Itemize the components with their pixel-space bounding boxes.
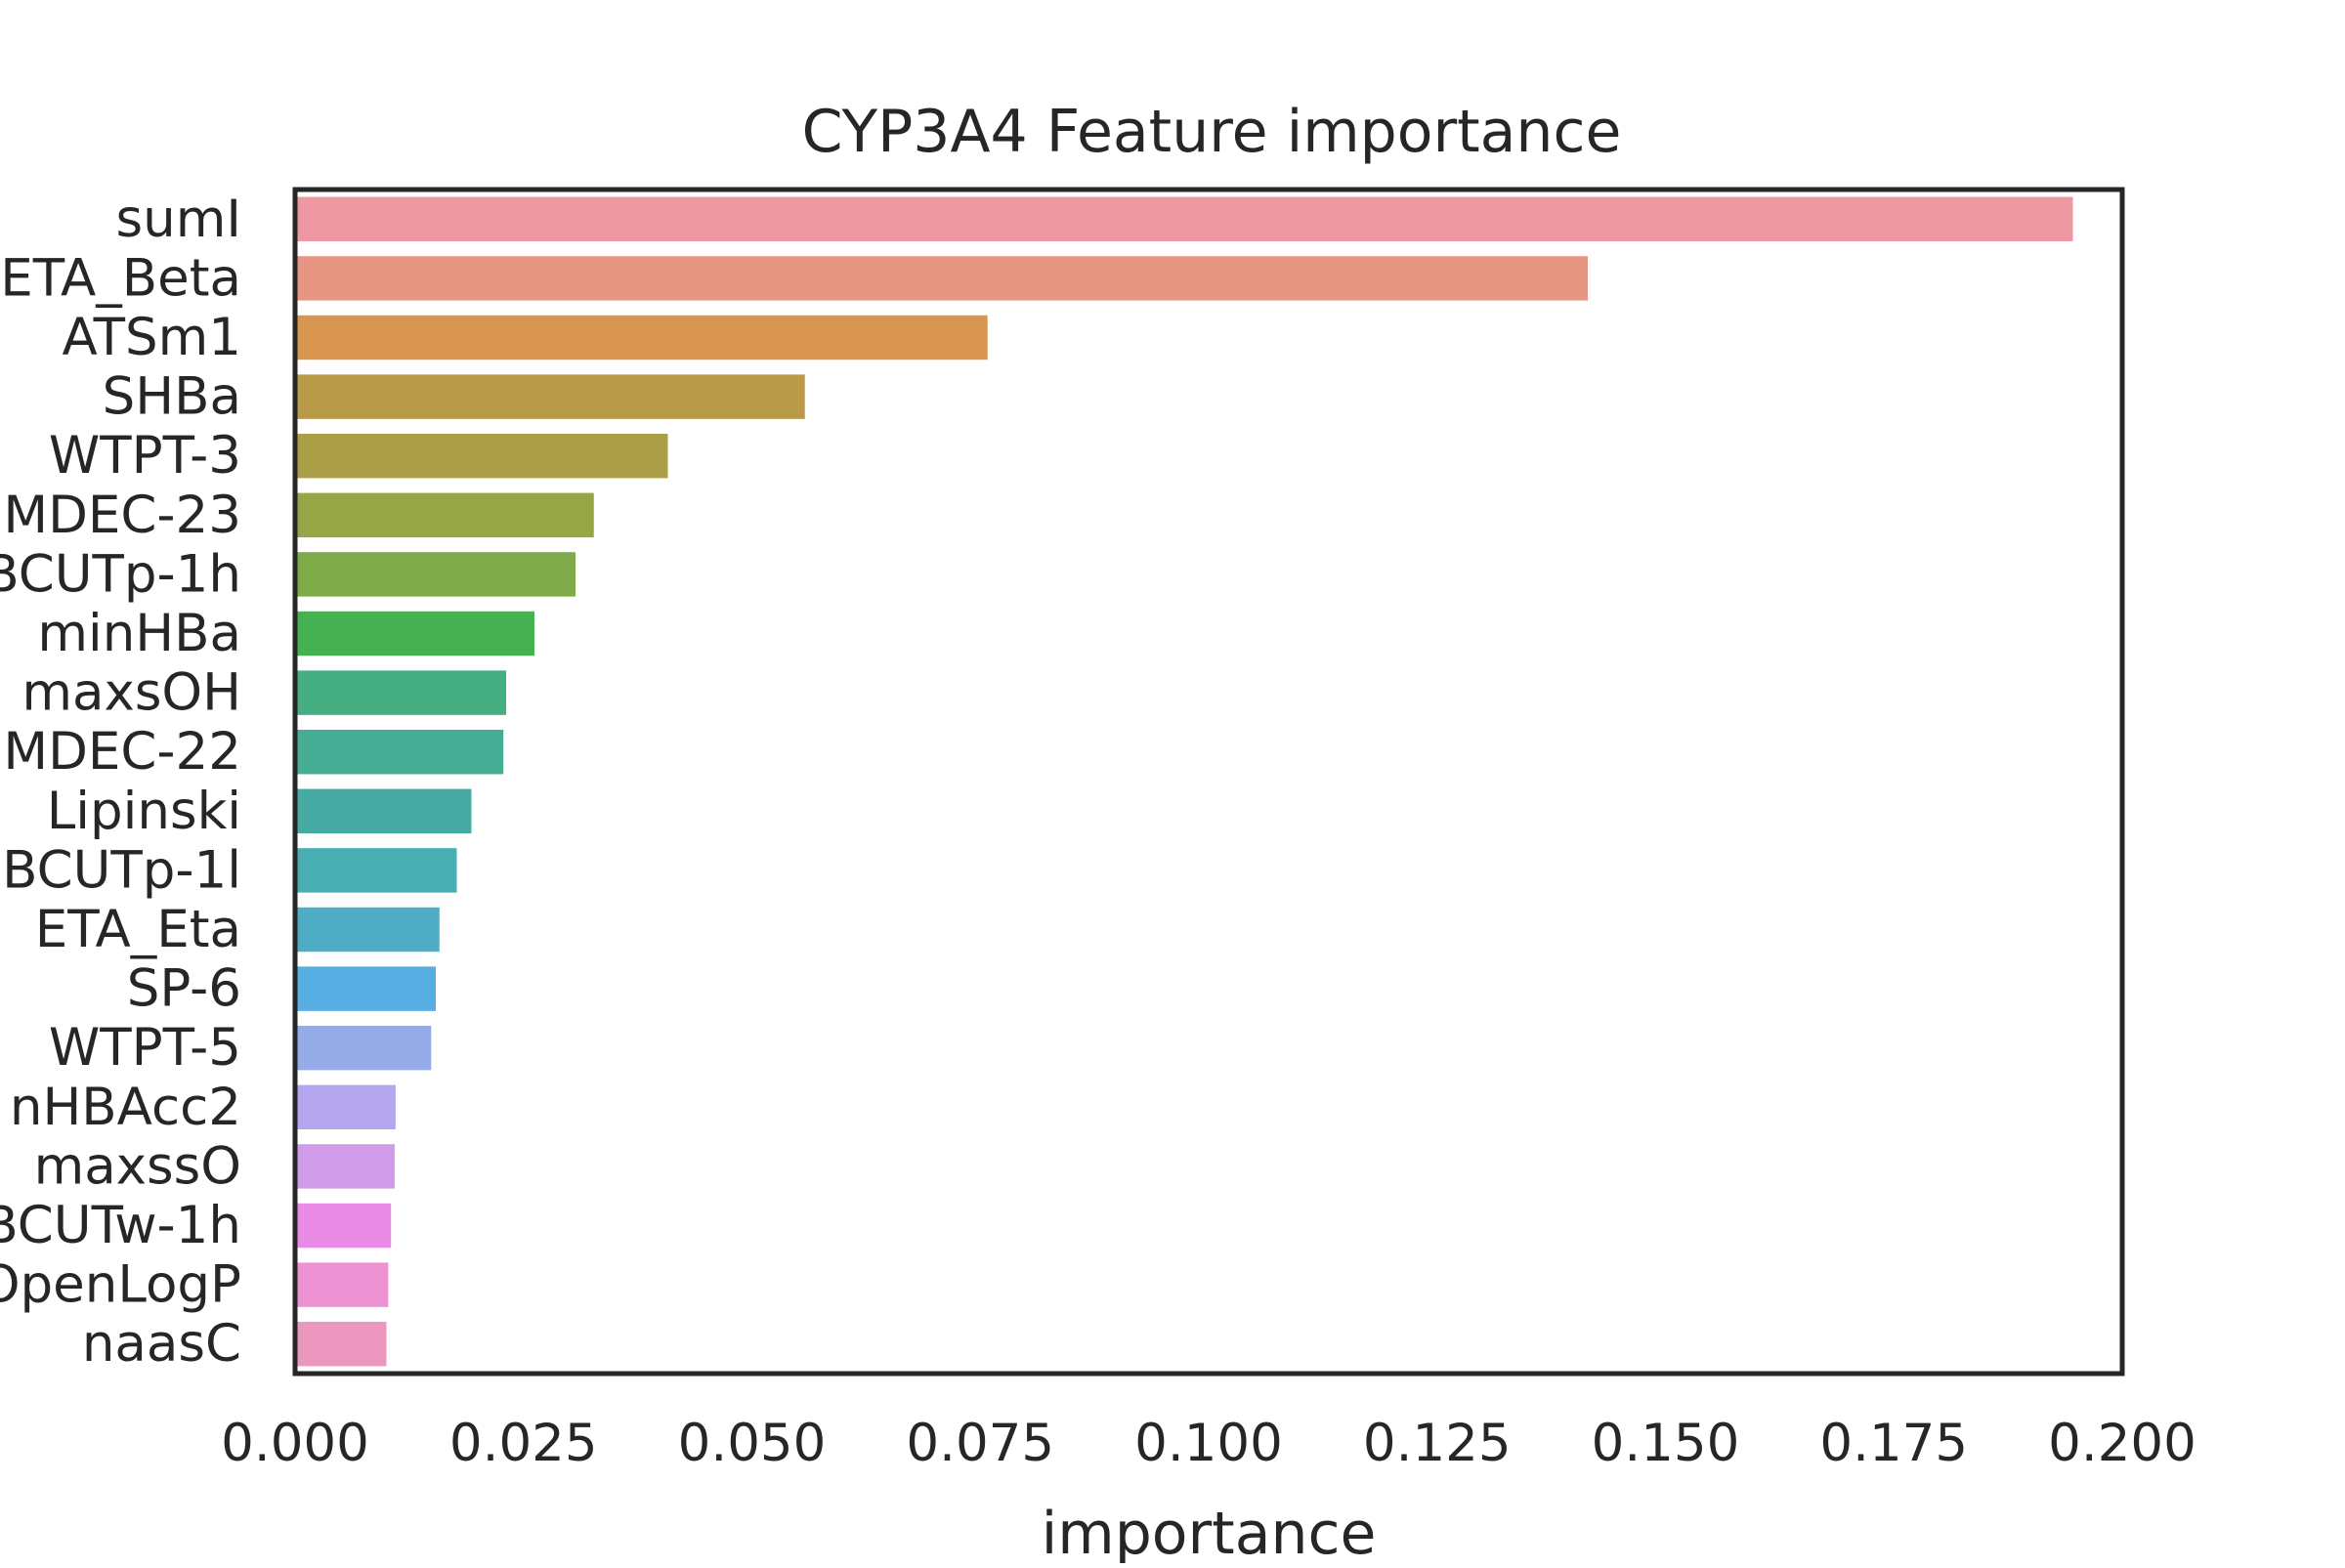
y-tick-label: ETA_Beta <box>0 248 241 308</box>
y-tick-label: SP-6 <box>127 959 241 1019</box>
y-tick-label: WTPT-3 <box>49 426 241 486</box>
y-tick-label: maxsOH <box>21 663 241 723</box>
x-tick-label: 0.175 <box>1819 1414 1968 1473</box>
x-tick-label: 0.200 <box>2048 1414 2196 1473</box>
y-tick-label: MDEC-22 <box>3 722 241 782</box>
bar-sp-6 <box>295 966 436 1011</box>
bar-maxsoh <box>295 670 506 715</box>
bar-lipinski <box>295 788 472 834</box>
bar-bcutp-1h <box>295 552 576 597</box>
bar-minhba <box>295 611 534 657</box>
bar-bcutp-1l <box>295 848 457 893</box>
bar-shba <box>295 374 805 419</box>
y-tick-label: MDEC-23 <box>3 486 241 545</box>
y-tick-label: WTPT-5 <box>49 1018 241 1078</box>
y-tick-label: ATSm1 <box>62 308 241 367</box>
chart-title: CYP3A4 Feature importance <box>802 98 1622 166</box>
y-tick-label: ETA_Eta <box>35 900 241 959</box>
x-tick-label: 0.125 <box>1363 1414 1512 1473</box>
bar-maxsso <box>295 1144 395 1189</box>
y-tick-labels: sumIETA_BetaATSm1SHBaWTPT-3MDEC-23BCUTp-… <box>0 190 241 1374</box>
y-tick-label: sumI <box>116 190 241 249</box>
y-tick-label: BCUTp-1l <box>2 840 241 900</box>
x-tick-label: 0.100 <box>1134 1414 1283 1473</box>
y-tick-label: Lipinski <box>47 782 241 841</box>
x-tick-label: 0.150 <box>1592 1414 1740 1473</box>
bar-wtpt-5 <box>295 1025 432 1071</box>
x-axis-label: importance <box>1042 1500 1377 1563</box>
x-tick-labels: 0.000 0.025 0.050 0.075 0.100 0.125 0.150 0.175… <box>221 1414 2196 1473</box>
bar-mdec-23 <box>295 492 594 538</box>
x-tick-label: 0.050 <box>678 1414 827 1473</box>
y-tick-label: nHBAcc2 <box>10 1078 241 1137</box>
bars-layer <box>295 196 2073 1367</box>
bar-bcutw-1h <box>295 1203 392 1249</box>
bar-atsm1 <box>295 315 988 360</box>
x-tick-label: 0.075 <box>906 1414 1054 1473</box>
y-tick-label: maxssO <box>34 1136 241 1196</box>
bar-eta-beta <box>295 256 1589 301</box>
y-tick-label: minHBa <box>37 604 241 663</box>
y-tick-label: naasC <box>82 1314 241 1374</box>
bar-sumi <box>295 196 2073 242</box>
x-tick-label: 0.000 <box>221 1414 369 1473</box>
bar-nhbacc2 <box>295 1084 396 1130</box>
bar-mdec-22 <box>295 729 504 775</box>
bar-naasc <box>295 1321 387 1367</box>
x-tick-label: 0.025 <box>449 1414 598 1473</box>
y-tick-label: BCUTp-1h <box>0 544 241 604</box>
y-tick-label: SHBa <box>103 367 241 427</box>
y-tick-label: BCUTw-1h <box>0 1196 241 1255</box>
y-tick-label: OpenLogP <box>0 1255 241 1315</box>
bar-openlogp <box>295 1262 389 1307</box>
bar-eta-eta <box>295 907 440 953</box>
bar-wtpt-3 <box>295 433 668 479</box>
plot-frame <box>292 187 2125 1377</box>
